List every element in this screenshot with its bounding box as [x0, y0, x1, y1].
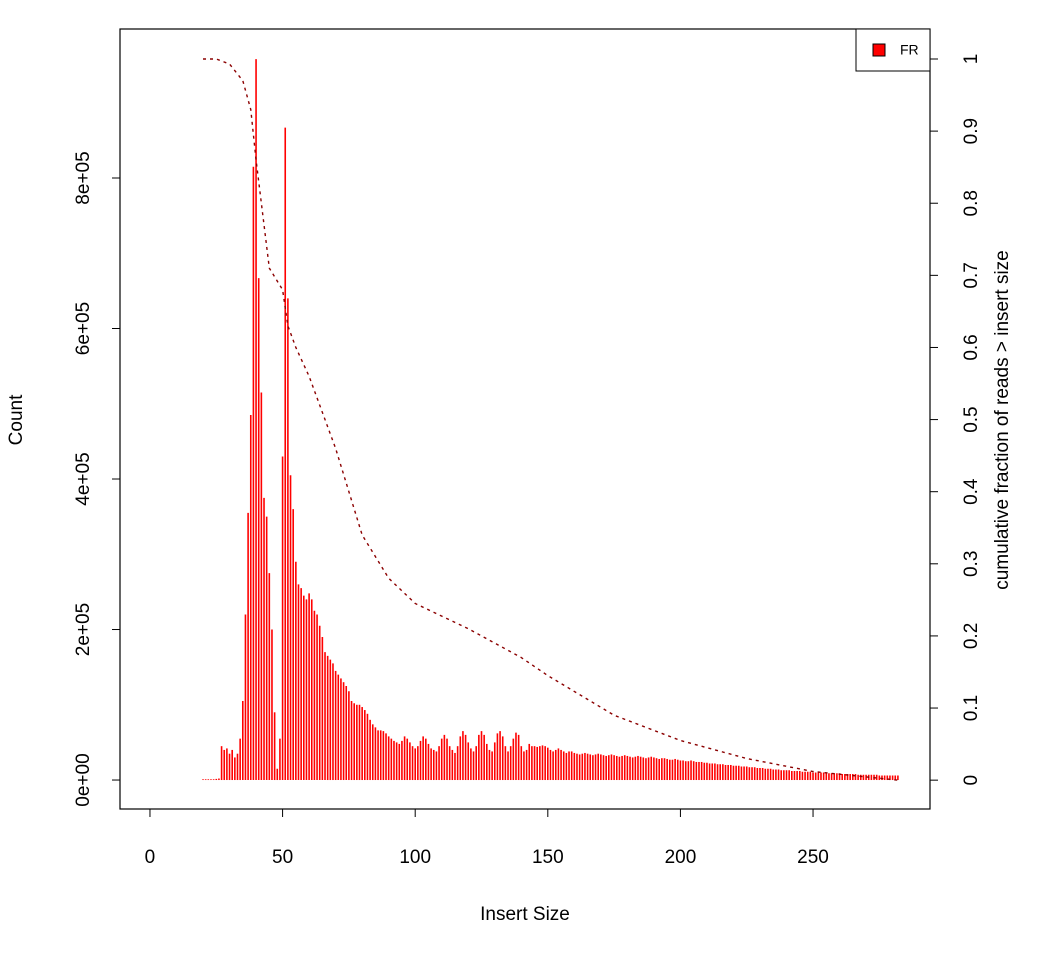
y2-tick-label: 0.8	[961, 190, 982, 216]
y-tick-label: 2e+05	[73, 603, 94, 656]
y2-tick-label: 0.7	[961, 262, 982, 288]
y2-axis-label: cumulative fraction of reads > insert si…	[992, 250, 1013, 590]
x-tick-label: 250	[797, 847, 829, 868]
y2-tick-label: 0.1	[961, 695, 982, 721]
y2-tick-label: 0.2	[961, 623, 982, 649]
x-tick-label: 150	[532, 847, 564, 868]
x-tick-label: 200	[665, 847, 697, 868]
legend-swatch	[872, 43, 886, 57]
y-tick-label: 4e+05	[73, 452, 94, 505]
y-tick-label: 0e+00	[73, 753, 94, 806]
plot-frame	[119, 28, 931, 810]
y2-tick-label: 0.5	[961, 406, 982, 432]
x-tick-label: 100	[399, 847, 431, 868]
legend-label: FR	[900, 42, 919, 58]
y2-tick-label: 0.6	[961, 334, 982, 360]
y2-tick-label: 0.4	[961, 478, 982, 505]
y2-tick-label: 0.9	[961, 118, 982, 144]
x-axis-label: Insert Size	[480, 904, 570, 925]
y2-tick-label: 0	[961, 775, 982, 786]
y2-tick-label: 1	[961, 54, 982, 65]
cumulative-line	[203, 58, 898, 781]
y-tick-label: 6e+05	[73, 302, 94, 355]
y2-tick-label: 0.3	[961, 551, 982, 577]
legend-box	[855, 28, 931, 72]
y-tick-label: 8e+05	[73, 151, 94, 204]
y-axis-label: Count	[6, 394, 27, 445]
x-tick-label: 0	[145, 847, 156, 868]
x-tick-label: 50	[272, 847, 293, 868]
